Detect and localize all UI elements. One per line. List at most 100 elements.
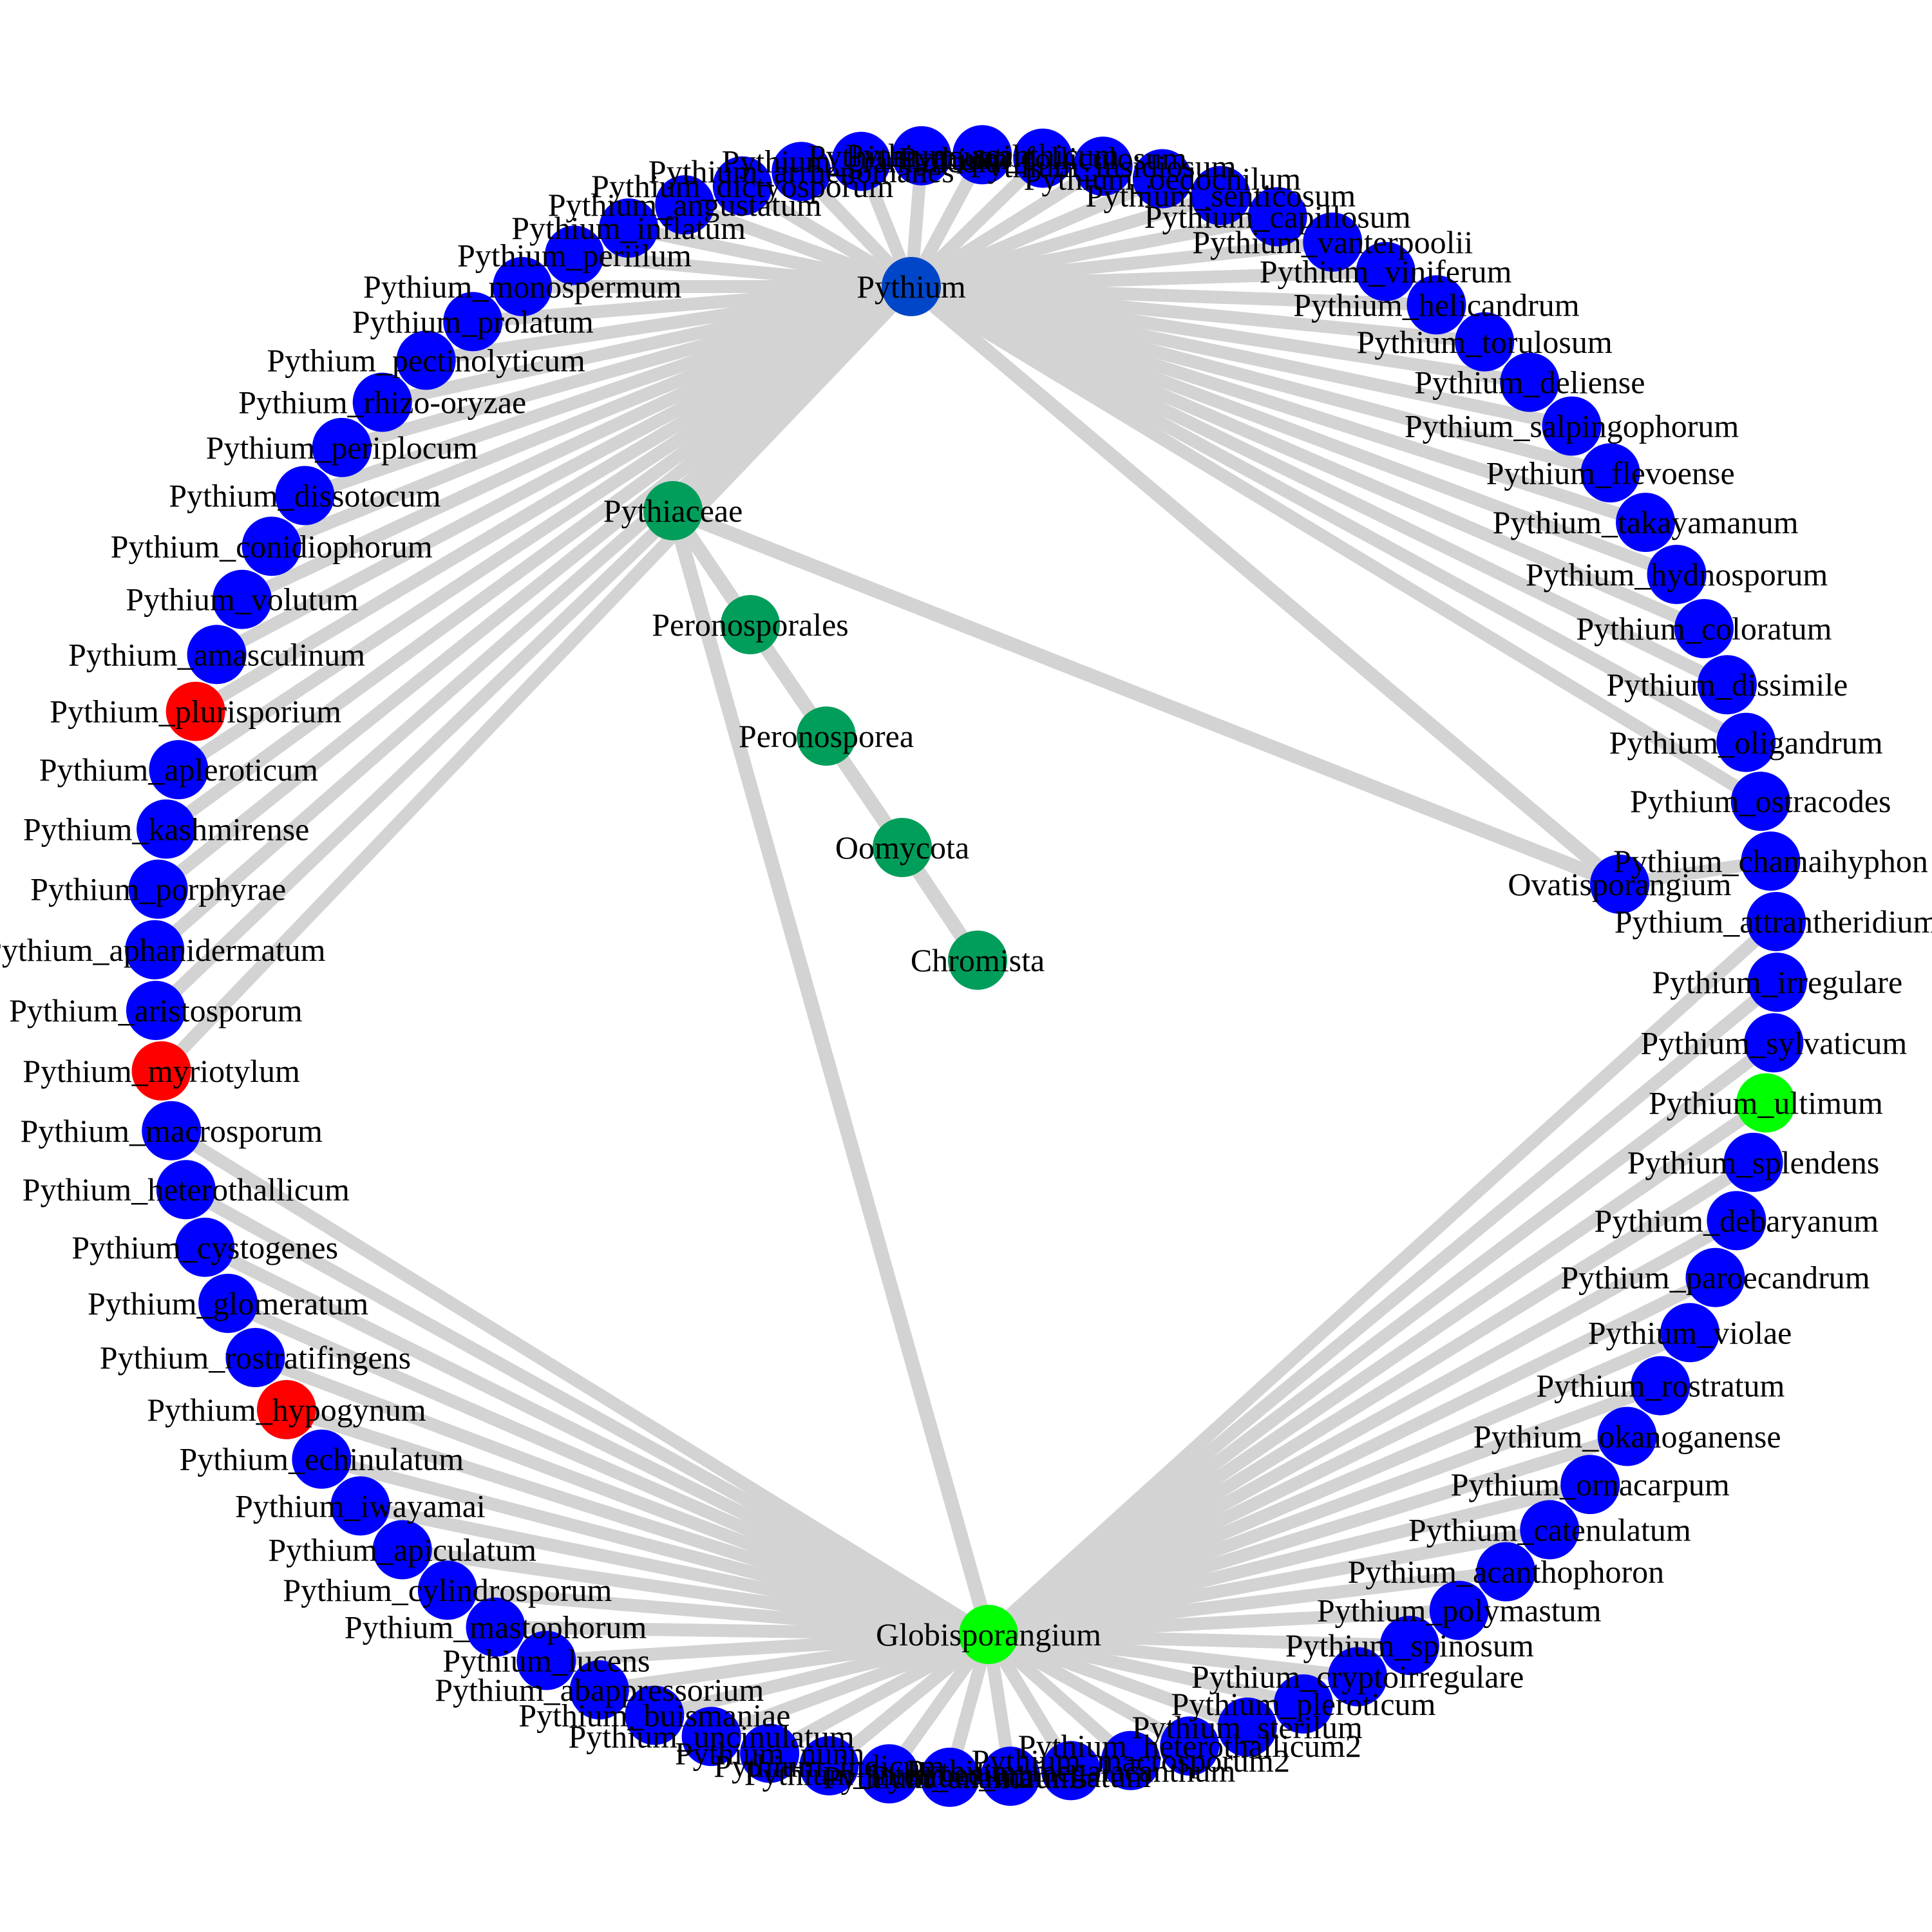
species-node[interactable] — [952, 125, 1012, 185]
species-node[interactable] — [156, 1160, 216, 1220]
species-node[interactable] — [920, 1747, 980, 1807]
species-node[interactable] — [443, 292, 503, 352]
species-node[interactable] — [1747, 891, 1806, 951]
species-node[interactable] — [599, 198, 659, 258]
taxon-node-pythiaceae[interactable] — [643, 481, 703, 540]
species-node[interactable] — [1542, 396, 1602, 456]
species-node[interactable] — [242, 516, 301, 576]
taxon-node-oomycota[interactable] — [873, 818, 932, 877]
species-node[interactable] — [396, 330, 456, 390]
species-node[interactable] — [137, 799, 196, 859]
species-node[interactable] — [891, 126, 951, 185]
species-node[interactable] — [1716, 712, 1776, 772]
species-node[interactable] — [1132, 149, 1192, 209]
species-node[interactable] — [1500, 352, 1560, 412]
species-node[interactable] — [330, 1476, 390, 1536]
species-node[interactable] — [1303, 212, 1363, 272]
species-node[interactable] — [569, 1660, 629, 1720]
species-node[interactable] — [1647, 544, 1707, 604]
species-node[interactable] — [166, 681, 225, 741]
taxon-node-ovatisporangium[interactable] — [1590, 855, 1649, 914]
species-label: Pythium_ostracodes — [1630, 783, 1891, 819]
species-node[interactable] — [1455, 312, 1515, 372]
species-node[interactable] — [831, 131, 891, 191]
species-node[interactable] — [1520, 1500, 1580, 1560]
species-node[interactable] — [1273, 1674, 1333, 1734]
species-node[interactable] — [1697, 655, 1757, 715]
species-node[interactable] — [225, 1328, 285, 1388]
species-node[interactable] — [544, 225, 604, 285]
species-node[interactable] — [212, 569, 272, 629]
species-node[interactable] — [198, 1273, 258, 1333]
species-node[interactable] — [256, 1379, 316, 1439]
species-node[interactable] — [1660, 1303, 1720, 1363]
species-label: Pythium_arrhenomanes — [649, 153, 954, 189]
species-node[interactable] — [1429, 1580, 1489, 1640]
species-label: Pythium_oligandrum — [1609, 724, 1883, 761]
species-node[interactable] — [149, 740, 209, 800]
species-node[interactable] — [372, 1520, 432, 1580]
species-node[interactable] — [712, 156, 772, 216]
species-node[interactable] — [493, 256, 553, 316]
species-node[interactable] — [1741, 831, 1801, 891]
species-node[interactable] — [625, 1685, 685, 1745]
species-node[interactable] — [312, 417, 372, 477]
species-node[interactable] — [1073, 137, 1133, 196]
edge-species-parent — [198, 1240, 995, 1641]
species-node[interactable] — [128, 859, 188, 919]
species-node[interactable] — [1674, 599, 1734, 659]
taxon-node-globisporangium[interactable] — [959, 1605, 1018, 1664]
species-node[interactable] — [1560, 1455, 1620, 1515]
species-node[interactable] — [292, 1429, 352, 1489]
species-node[interactable] — [466, 1597, 526, 1657]
species-node[interactable] — [187, 625, 247, 685]
species-node[interactable] — [131, 1041, 191, 1101]
species-node[interactable] — [275, 466, 335, 526]
taxon-label-oomycota: Oomycota — [835, 829, 969, 866]
species-node[interactable] — [1476, 1542, 1536, 1602]
species-node[interactable] — [1101, 1730, 1160, 1790]
species-node[interactable] — [175, 1217, 235, 1277]
species-node[interactable] — [1580, 443, 1640, 503]
species-node[interactable] — [1685, 1247, 1745, 1307]
species-node[interactable] — [125, 920, 185, 980]
species-node[interactable] — [655, 175, 715, 235]
taxon-node-peronosporales[interactable] — [721, 595, 780, 654]
species-label: Pythium_folliculosum — [899, 140, 1187, 176]
edge-taxon — [666, 504, 996, 1642]
taxon-node-chromista[interactable] — [948, 931, 1007, 990]
species-node[interactable] — [772, 142, 831, 202]
species-node[interactable] — [981, 1747, 1041, 1806]
species-node[interactable] — [126, 981, 185, 1041]
species-node[interactable] — [352, 372, 412, 432]
species-node[interactable] — [1013, 128, 1073, 188]
species-node[interactable] — [1160, 1716, 1220, 1776]
species-node[interactable] — [1597, 1406, 1657, 1466]
species-node[interactable] — [859, 1744, 919, 1804]
species-node[interactable] — [681, 1707, 741, 1766]
species-node[interactable] — [516, 1631, 576, 1690]
taxon-node-peronosporea[interactable] — [797, 706, 856, 766]
species-node[interactable] — [1247, 187, 1307, 247]
taxon-node-pythium[interactable] — [882, 257, 941, 316]
species-node[interactable] — [1406, 275, 1466, 335]
species-node[interactable] — [142, 1101, 202, 1160]
species-node[interactable] — [1217, 1697, 1277, 1757]
species-node[interactable] — [1356, 242, 1416, 301]
species-node[interactable] — [1328, 1647, 1388, 1707]
species-node[interactable] — [417, 1560, 477, 1620]
species-node[interactable] — [1631, 1356, 1690, 1416]
species-node[interactable] — [1723, 1132, 1783, 1192]
species-node[interactable] — [1707, 1191, 1766, 1251]
species-node[interactable] — [1191, 166, 1251, 225]
species-node[interactable] — [799, 1736, 859, 1795]
species-node[interactable] — [1747, 952, 1807, 1012]
species-node[interactable] — [740, 1723, 800, 1783]
species-node[interactable] — [1379, 1616, 1439, 1676]
species-node[interactable] — [1041, 1741, 1101, 1801]
species-node[interactable] — [1616, 493, 1676, 553]
species-node[interactable] — [1744, 1013, 1804, 1073]
species-node[interactable] — [1730, 772, 1790, 831]
species-node[interactable] — [1736, 1073, 1795, 1133]
